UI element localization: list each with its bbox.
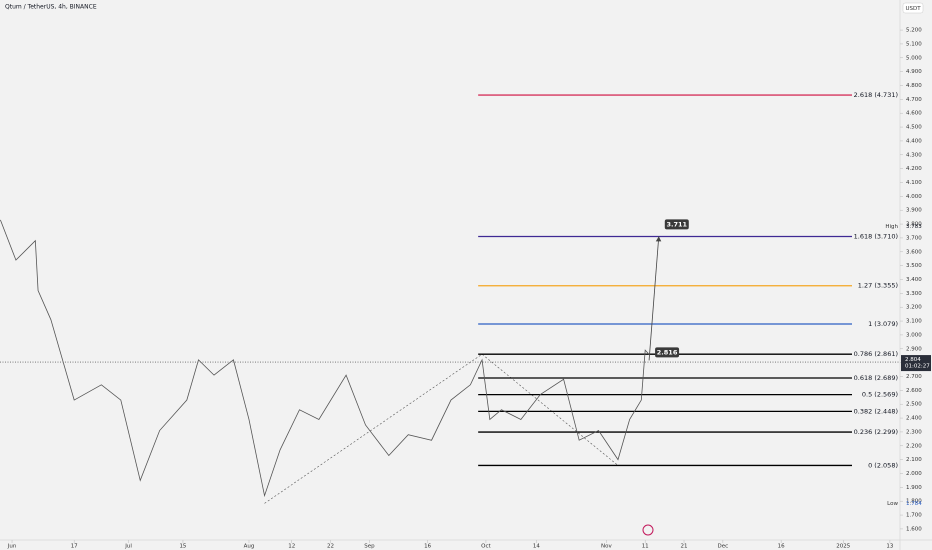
fib-label: 0.5 (2.569) <box>862 391 898 399</box>
y-tick-label: 2.400 <box>906 416 922 422</box>
x-tick-label: Aug <box>244 544 255 550</box>
y-tick-label: 3.400 <box>906 277 922 283</box>
y-tick-label: 2.300 <box>906 429 922 435</box>
fib-label: 0 (2.058) <box>868 461 898 469</box>
x-tick-label: 2025 <box>836 544 850 550</box>
y-tick-label: 4.300 <box>906 152 922 158</box>
low-value: 1.784 <box>906 501 922 507</box>
y-tick-label: 4.200 <box>906 166 922 172</box>
x-tick-label: 14 <box>533 544 540 550</box>
y-tick-label: 3.000 <box>906 332 922 338</box>
x-tick-label: 16 <box>424 544 431 550</box>
y-tick-label: 4.500 <box>906 125 922 131</box>
y-tick-label: 3.500 <box>906 263 922 269</box>
currency-box[interactable] <box>902 2 924 14</box>
y-tick-label: 2.200 <box>906 443 922 449</box>
trend-line <box>264 353 619 504</box>
y-tick-label: 2.000 <box>906 471 922 477</box>
x-tick-label: 12 <box>288 544 295 550</box>
y-tick-label: 1.600 <box>906 526 922 532</box>
y-tick-label: 1.900 <box>906 485 922 491</box>
y-tick-label: 4.700 <box>906 97 922 103</box>
arrow-label: 3.711 <box>667 220 688 228</box>
y-tick-label: 3.700 <box>906 235 922 241</box>
fib-label: 0.236 (2.299) <box>854 428 898 436</box>
y-tick-label: 2.500 <box>906 402 922 408</box>
fib-label: 0.382 (2.448) <box>854 407 898 415</box>
price-line <box>0 219 650 498</box>
y-tick-label: 3.200 <box>906 305 922 311</box>
y-tick-label: 4.000 <box>906 194 922 200</box>
x-tick-label: Sep <box>364 544 375 550</box>
y-tick-label: 1.800 <box>906 499 922 505</box>
y-tick-label: 4.800 <box>906 83 922 89</box>
x-tick-label: Jul <box>124 544 132 550</box>
arrow-label-box <box>655 347 680 358</box>
x-tick-label: Jun <box>7 544 17 550</box>
y-tick-label: 3.100 <box>906 319 922 325</box>
x-tick-label: 22 <box>327 544 334 550</box>
y-tick-label: 3.600 <box>906 249 922 255</box>
x-tick-label: 21 <box>681 544 688 550</box>
price-tag-countdown: 01:02:27 <box>905 364 930 370</box>
price-tag-value: 2.804 <box>905 357 921 363</box>
arrow-label-box <box>664 219 689 230</box>
fib-label: 1.27 (3.355) <box>858 282 898 290</box>
y-tick-label: 4.400 <box>906 138 922 144</box>
y-tick-label: 1.700 <box>906 513 922 519</box>
x-tick-label: Oct <box>481 544 491 550</box>
y-tick-label: 2.900 <box>906 346 922 352</box>
y-tick-label: 5.100 <box>906 41 922 47</box>
fib-label: 0.786 (2.861) <box>854 350 898 358</box>
low-label: Low <box>887 501 898 507</box>
y-tick-label: 3.900 <box>906 208 922 214</box>
currency: USDT <box>905 6 921 12</box>
high-label: High <box>885 224 898 230</box>
arrow <box>648 236 660 361</box>
y-tick-label: 2.600 <box>906 388 922 394</box>
fib-label: 1.618 (3.710) <box>854 233 898 241</box>
y-tick-label: 4.900 <box>906 69 922 75</box>
x-tick-label: 16 <box>778 544 785 550</box>
x-tick-label: 15 <box>179 544 186 550</box>
y-tick-label: 4.100 <box>906 180 922 186</box>
price-tag <box>901 355 931 372</box>
x-tick-label: 13 <box>886 544 893 550</box>
arrow-head <box>655 236 662 242</box>
x-tick-label: Nov <box>601 544 612 550</box>
chart-title: Qtum / TetherUS, 4h, BINANCE <box>5 4 97 11</box>
arrow-label: 2.816 <box>657 348 678 356</box>
y-tick-label: 3.300 <box>906 291 922 297</box>
fib-label: 0.618 (2.689) <box>854 374 898 382</box>
high-value: 3.783 <box>906 224 922 230</box>
fib-label: 1 (3.079) <box>868 320 898 328</box>
y-tick-label: 2.100 <box>906 457 922 463</box>
x-tick-label: 17 <box>71 544 78 550</box>
x-tick-label: Dec <box>718 544 729 550</box>
y-tick-label: 3.800 <box>906 222 922 228</box>
y-tick-label: 4.600 <box>906 111 922 117</box>
y-tick-label: 5.000 <box>906 55 922 61</box>
y-tick-label: 2.700 <box>906 374 922 380</box>
x-tick-label: 11 <box>642 544 649 550</box>
y-tick-label: 5.200 <box>906 28 922 34</box>
fib-label: 2.618 (4.731) <box>854 91 898 99</box>
event-icon[interactable] <box>642 524 654 536</box>
